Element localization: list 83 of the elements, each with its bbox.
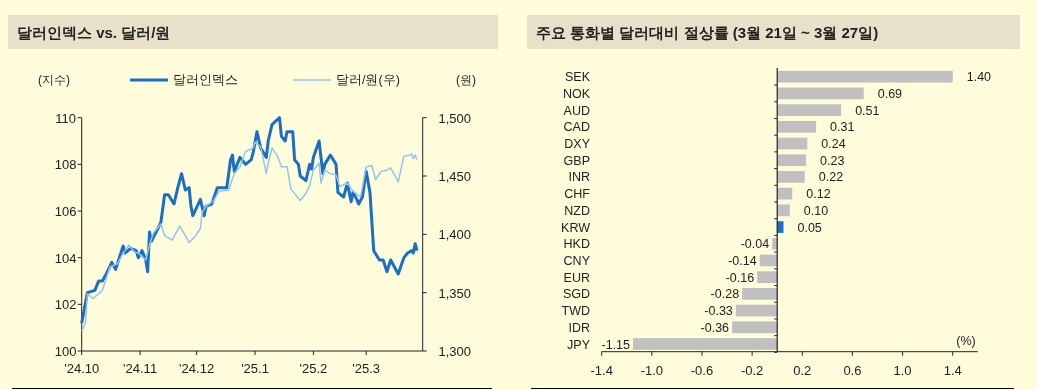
y-tick-label: INR	[568, 170, 590, 185]
x-tick-label: 1.0	[893, 362, 912, 378]
y-tick-label: SEK	[564, 70, 591, 85]
x-tick-label: 0.6	[843, 362, 862, 378]
bar	[777, 204, 790, 217]
y-tick-label: 102	[54, 297, 77, 313]
y-tick-label: HKD	[563, 237, 590, 252]
x-tick-label: -0.2	[740, 362, 764, 378]
y-tick-label: KRW	[561, 220, 591, 235]
y-tick-label: IDR	[568, 320, 590, 335]
data-label: 0.05	[797, 220, 822, 235]
y-tick-label: CNY	[563, 253, 591, 268]
data-label: 0.51	[855, 103, 880, 118]
bar	[772, 237, 778, 250]
bar	[742, 288, 778, 300]
y-tick-label: CAD	[563, 120, 590, 135]
y2-tick-label: 1,500	[438, 110, 471, 126]
bar	[777, 120, 817, 133]
y-tick-label: DXY	[564, 137, 591, 152]
data-label: 0.31	[830, 120, 855, 135]
annotation: (%)	[956, 334, 976, 348]
y2-tick-label: 1,450	[438, 169, 471, 185]
y-tick-label: NOK	[562, 86, 591, 101]
data-label: -1.15	[601, 337, 631, 352]
x-tick-label: -0.6	[690, 362, 714, 378]
x-tick-label: '25.2	[299, 361, 328, 376]
y-axis-title: (지수)	[38, 73, 70, 87]
y-tick-label: AUD	[563, 103, 590, 118]
bar	[777, 104, 842, 116]
x-tick-label: '24.12	[179, 361, 215, 376]
line-series	[80, 141, 418, 332]
y-tick-label: NZD	[564, 203, 590, 218]
data-label: 0.24	[821, 137, 846, 152]
y-tick-label: TWD	[561, 304, 590, 319]
bar	[759, 254, 778, 267]
bar	[757, 271, 778, 284]
x-tick-label: '24.10	[64, 361, 100, 376]
x-tick-label: 1.4	[943, 362, 962, 378]
y-tick-label: 106	[54, 204, 77, 220]
bar	[777, 70, 953, 83]
data-label: 1.40	[966, 70, 992, 85]
chart-title: 달러인덱스 vs. 달러/원	[17, 24, 171, 41]
y-tick-label: SGD	[562, 287, 590, 302]
data-label: 0.69	[877, 86, 903, 101]
chart-title: 주요 통화별 달러대비 절상률 (3월 21일 ~ 3월 27일)	[536, 24, 879, 41]
data-label: 0.12	[806, 187, 831, 202]
y2-tick-label: 1,350	[438, 285, 471, 301]
x-tick-label: '25.1	[241, 361, 269, 376]
y2-axis-title: (원)	[456, 73, 476, 87]
bar	[633, 338, 778, 350]
bar	[777, 87, 864, 100]
data-label: -0.04	[740, 237, 770, 252]
data-label: 0.10	[803, 203, 829, 218]
y-tick-label: JPY	[567, 337, 591, 352]
y-tick-label: 104	[54, 250, 77, 266]
bar	[735, 304, 778, 317]
y-tick-label: GBP	[563, 153, 590, 168]
y-tick-label: 108	[54, 157, 77, 173]
y2-tick-label: 1,400	[438, 227, 471, 243]
legend-label: 달러/원(우)	[336, 73, 400, 87]
x-tick-label: '24.11	[123, 361, 158, 376]
y-tick-label: CHF	[564, 187, 591, 202]
data-label: -0.14	[728, 253, 757, 268]
y-tick-label: 110	[55, 110, 77, 126]
data-label: -0.33	[704, 304, 733, 319]
legend-label: 달러인덱스	[173, 73, 238, 87]
bar	[777, 137, 808, 150]
data-label: -0.36	[700, 320, 730, 335]
bar	[777, 171, 805, 183]
y-tick-label: 100	[54, 344, 77, 359]
x-tick-label: -1.4	[590, 362, 613, 378]
data-label: 0.22	[818, 170, 844, 185]
x-tick-label: 0.2	[793, 362, 812, 378]
data-label: -0.28	[710, 287, 740, 302]
bar	[732, 321, 778, 334]
x-tick-label: -1.0	[640, 362, 664, 378]
y2-tick-label: 1,300	[438, 344, 471, 359]
bar	[777, 154, 807, 167]
data-label: 0.23	[820, 153, 845, 168]
x-tick-label: '25.3	[352, 361, 381, 376]
line-series	[80, 116, 419, 325]
y-tick-label: EUR	[563, 270, 590, 285]
data-label: -0.16	[725, 270, 755, 285]
